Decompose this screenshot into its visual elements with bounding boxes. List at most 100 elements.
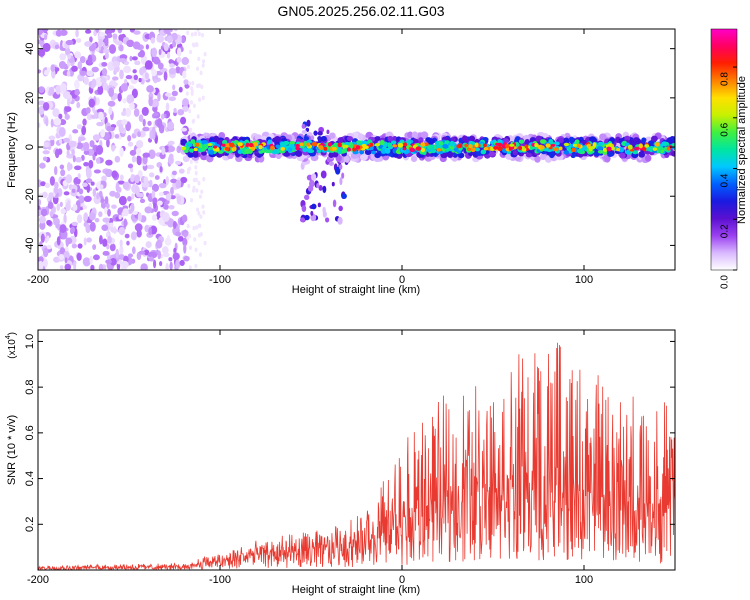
signal-blob <box>540 145 545 150</box>
signal-blob <box>352 147 357 152</box>
signal-blob <box>524 144 529 149</box>
signal-blob <box>664 141 670 146</box>
noise-blob <box>144 206 153 214</box>
noise-blob <box>86 237 92 243</box>
noise-blob <box>114 134 120 139</box>
noise-blob <box>163 43 169 52</box>
signal-blob <box>318 145 324 151</box>
noise-blob <box>92 134 101 141</box>
signal-blob <box>458 143 463 148</box>
noise-blob <box>153 202 157 209</box>
signal-blob <box>570 147 577 153</box>
noise-blob <box>49 176 56 186</box>
signal-blob <box>392 144 398 148</box>
noise-blob <box>196 66 200 71</box>
noise-blob <box>158 191 164 197</box>
noise-blob <box>60 169 66 177</box>
noise-blob <box>197 211 201 216</box>
noise-blob <box>42 42 51 52</box>
signal-blob <box>337 137 344 144</box>
noise-blob <box>171 90 178 97</box>
signal-blob <box>509 145 515 150</box>
noise-blob <box>63 213 67 224</box>
noise-blob <box>92 244 97 250</box>
transient-blob <box>334 166 341 175</box>
transient-blob <box>304 194 310 201</box>
signal-blob <box>534 142 539 148</box>
noise-blob <box>190 198 194 203</box>
noise-blob <box>86 183 91 193</box>
signal-blob <box>218 131 226 140</box>
noise-blob <box>174 29 178 32</box>
colorbar-ramp <box>710 28 738 271</box>
noise-blob <box>202 59 206 64</box>
noise-blob <box>58 61 67 69</box>
noise-blob <box>88 159 94 169</box>
signal-blob <box>245 142 250 148</box>
noise-blob <box>59 201 63 208</box>
noise-blob <box>142 152 151 158</box>
noise-blob <box>182 237 188 247</box>
noise-blob <box>104 206 108 215</box>
noise-blob <box>203 240 207 246</box>
transient-blob <box>317 202 321 208</box>
noise-blob <box>38 29 43 36</box>
noise-blob <box>168 153 174 161</box>
noise-blob <box>192 185 196 191</box>
signal-blob <box>470 147 476 153</box>
signal-blob <box>566 146 571 151</box>
noise-blob <box>150 225 158 235</box>
transient-blob <box>304 214 310 221</box>
noise-blob <box>198 252 202 257</box>
noise-blob <box>177 235 184 242</box>
noise-blob <box>38 100 46 106</box>
signal-blob <box>424 142 429 147</box>
signal-blob <box>320 135 327 142</box>
signal-blob <box>497 146 503 152</box>
noise-blob <box>85 107 91 114</box>
signal-blob <box>275 144 281 149</box>
signal-blob <box>329 132 336 139</box>
noise-blob <box>188 108 192 114</box>
noise-blob <box>192 225 196 231</box>
noise-blob <box>104 168 113 178</box>
noise-blob <box>104 52 109 59</box>
noise-blob <box>96 192 100 200</box>
signal-blob <box>562 137 570 145</box>
noise-blob <box>108 217 114 224</box>
spectrogram-x-tick-label: -200 <box>27 274 49 286</box>
noise-blob <box>148 149 156 160</box>
signal-blob <box>436 148 442 152</box>
noise-blob <box>121 111 127 117</box>
noise-blob <box>117 29 123 34</box>
noise-blob <box>134 223 143 232</box>
noise-blob <box>159 261 163 267</box>
noise-blob <box>123 65 132 74</box>
noise-blob <box>153 79 158 84</box>
noise-blob <box>122 98 127 104</box>
noise-blob <box>101 61 108 67</box>
noise-blob <box>64 47 71 56</box>
noise-blob <box>165 102 170 111</box>
noise-blob <box>64 257 68 263</box>
noise-blob <box>100 128 106 138</box>
signal-blob <box>546 148 553 153</box>
noise-blob <box>168 204 175 210</box>
signal-blob <box>201 139 208 144</box>
noise-blob <box>133 108 140 117</box>
signal-blob <box>343 155 350 163</box>
noise-blob <box>65 39 74 46</box>
noise-blob <box>65 237 69 247</box>
transient-blob <box>322 211 327 218</box>
signal-blob <box>369 142 374 147</box>
signal-blob <box>402 142 408 147</box>
noise-blob <box>59 265 64 270</box>
noise-blob <box>201 95 205 101</box>
noise-blob <box>196 114 200 119</box>
noise-blob <box>137 212 142 222</box>
noise-blob <box>171 210 179 217</box>
noise-blob <box>141 182 150 188</box>
noise-blob <box>81 154 85 161</box>
signal-blob <box>518 139 525 144</box>
